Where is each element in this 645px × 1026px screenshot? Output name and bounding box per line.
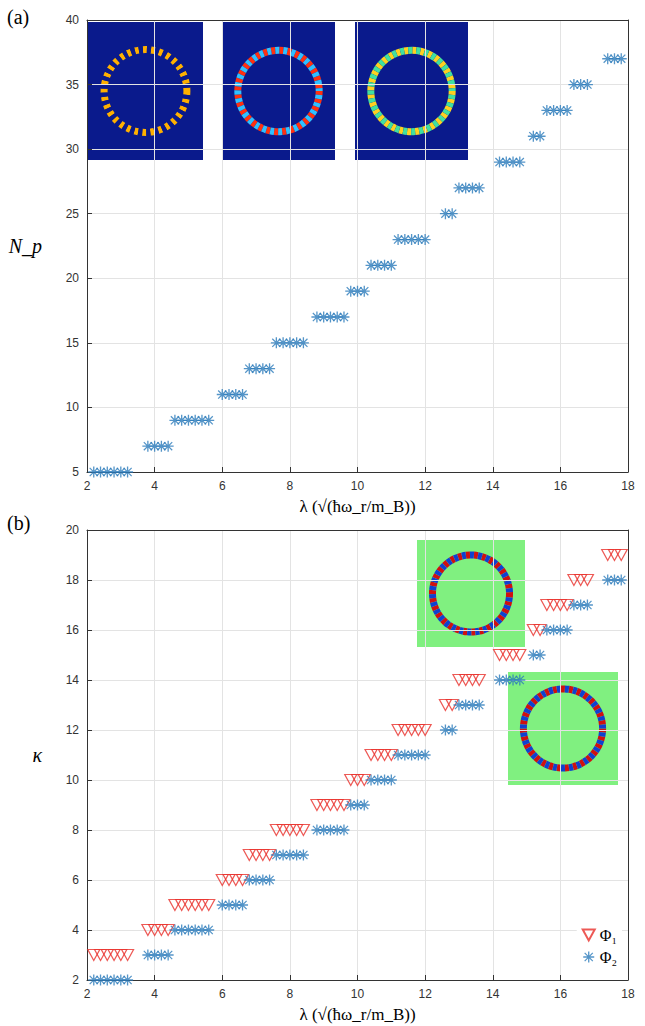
svg-text:κ: κ [32,744,42,766]
svg-text:18: 18 [66,573,80,587]
svg-text:4: 4 [72,923,79,937]
svg-text:λ (√(ħω_r/m_B)): λ (√(ħω_r/m_B)) [299,1005,415,1024]
svg-text:40: 40 [66,13,80,27]
svg-text:Φ₂: Φ₂ [600,949,617,966]
svg-text:10: 10 [351,987,365,1001]
svg-text:Φ₁: Φ₁ [600,927,617,944]
svg-text:N_p: N_p [8,235,42,258]
svg-text:10: 10 [351,479,365,493]
svg-text:(b): (b) [7,512,30,535]
svg-text:(a): (a) [7,6,29,29]
svg-text:8: 8 [287,479,294,493]
svg-text:20: 20 [66,271,80,285]
svg-text:4: 4 [151,479,158,493]
svg-text:14: 14 [486,987,500,1001]
svg-text:16: 16 [554,987,568,1001]
svg-text:16: 16 [66,623,80,637]
svg-text:16: 16 [554,479,568,493]
svg-text:2: 2 [84,479,91,493]
svg-text:2: 2 [72,973,79,987]
svg-text:8: 8 [72,823,79,837]
svg-text:4: 4 [151,987,158,1001]
svg-text:18: 18 [621,987,635,1001]
svg-text:15: 15 [66,336,80,350]
svg-text:14: 14 [66,673,80,687]
svg-text:35: 35 [66,78,80,92]
svg-text:12: 12 [66,723,80,737]
svg-text:12: 12 [418,479,432,493]
svg-text:25: 25 [66,207,80,221]
svg-text:6: 6 [72,873,79,887]
svg-text:6: 6 [219,987,226,1001]
svg-text:14: 14 [486,479,500,493]
svg-text:5: 5 [72,465,79,479]
svg-text:λ (√(ħω_r/m_B)): λ (√(ħω_r/m_B)) [299,497,415,516]
svg-text:20: 20 [66,523,80,537]
svg-text:12: 12 [418,987,432,1001]
svg-text:2: 2 [84,987,91,1001]
svg-text:10: 10 [66,773,80,787]
svg-text:6: 6 [219,479,226,493]
svg-text:10: 10 [66,400,80,414]
svg-text:30: 30 [66,142,80,156]
svg-text:8: 8 [287,987,294,1001]
svg-text:18: 18 [621,479,635,493]
